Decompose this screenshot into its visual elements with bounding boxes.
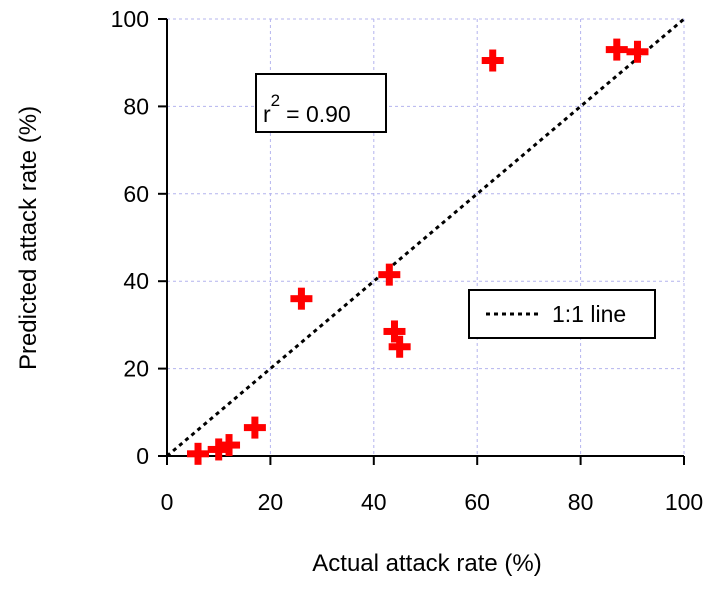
y-tick-label: 100 <box>111 6 149 32</box>
x-ticks: 0 20 40 60 80 100 <box>161 456 703 515</box>
data-point <box>626 40 649 63</box>
data-point <box>218 434 241 457</box>
x-tick-label: 0 <box>161 489 174 515</box>
r-squared-box-frame <box>255 73 387 133</box>
data-point <box>481 49 504 72</box>
y-tick-label: 40 <box>123 268 149 294</box>
y-tick-label: 60 <box>123 181 149 207</box>
x-tick-label: 60 <box>464 489 490 515</box>
y-tick-label: 80 <box>123 93 149 119</box>
axes <box>166 19 684 457</box>
svg-text:r2= 0.90: r2 = 0.90 <box>263 91 351 127</box>
x-tick-label: 20 <box>258 489 284 515</box>
y-ticks: 0 20 40 60 80 100 <box>111 6 167 469</box>
legend: 1:1 line <box>468 289 656 339</box>
data-point <box>605 38 628 61</box>
y-axis-title: Predicted attack rate (%) <box>15 106 42 370</box>
y-tick-label: 20 <box>123 356 149 382</box>
data-point <box>290 287 313 310</box>
data-point <box>378 263 401 286</box>
r-squared-exponent: 2 <box>271 91 280 110</box>
x-axis-title: Actual attack rate (%) <box>312 550 541 577</box>
data-point <box>187 442 210 465</box>
data-point <box>243 416 266 439</box>
data-point <box>207 438 230 461</box>
x-tick-label: 40 <box>361 489 387 515</box>
legend-label: 1:1 line <box>552 301 626 327</box>
data-point <box>383 320 406 343</box>
legend-frame <box>468 289 656 339</box>
r-squared-value: = 0.90 <box>286 101 351 127</box>
one-to-one-line <box>166 17 685 458</box>
data-points <box>187 38 649 465</box>
x-tick-label: 100 <box>665 489 703 515</box>
r-squared-base: r <box>263 101 271 127</box>
grid-lines <box>167 18 685 456</box>
x-tick-label: 80 <box>568 489 594 515</box>
r-squared-box: r2 = 0.90 <box>255 73 387 133</box>
y-tick-label: 0 <box>136 443 149 469</box>
data-point <box>388 335 411 358</box>
